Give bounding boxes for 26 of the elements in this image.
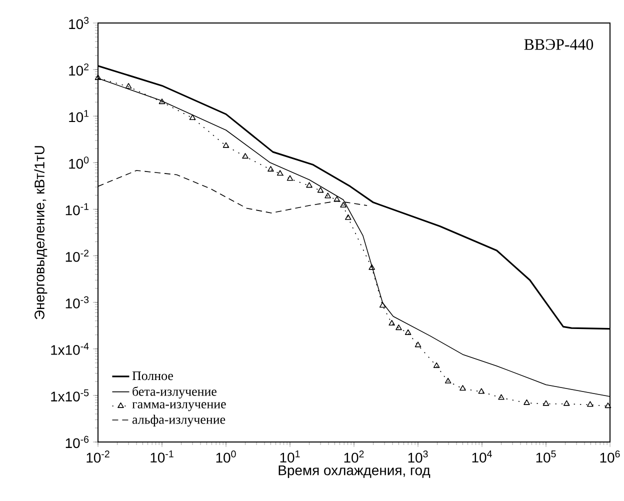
y-tick-label: 10$^{-2}$ xyxy=(66,250,89,262)
legend-label: гамма-излучение xyxy=(132,402,226,412)
y-tick-label: 10$^{-3}$ xyxy=(66,296,89,308)
x-tick-label: 10$^{4}$ xyxy=(472,450,492,463)
x-tick-label: 10$^{-1}$ xyxy=(150,450,174,463)
x-tick-label: 10$^{-2}$ xyxy=(86,450,110,463)
annotation: ВВЭР-440 xyxy=(524,39,594,50)
y-tick-label: 10$^{-1}$ xyxy=(66,203,89,216)
y-tick-label: 1x10$^{-5}$ xyxy=(51,389,89,402)
legend-label: альфа-излучение xyxy=(132,414,226,427)
x-tick-label: 10$^{1}$ xyxy=(280,450,300,463)
x-tick-label: 10$^{0}$ xyxy=(216,450,236,463)
y-tick-label: 1x10$^{-4}$ xyxy=(51,342,89,355)
y-tick-label: 10$^{3}$ xyxy=(69,16,89,30)
y-tick-label: 10$^{0}$ xyxy=(69,156,89,169)
legend-label: бета-излучение xyxy=(132,386,216,399)
y-tick-label: 10$^{-6}$ xyxy=(66,436,89,448)
x-tick-label: 10$^{3}$ xyxy=(408,450,428,463)
legend-label: Полное xyxy=(132,371,173,380)
y-tick-label: 10$^{2}$ xyxy=(69,63,89,76)
x-tick-label: 10$^{2}$ xyxy=(344,450,364,463)
y-tick-label: 10$^{1}$ xyxy=(69,110,89,122)
x-axis-title: Время охлаждения, год xyxy=(278,466,430,478)
x-tick-label: 10$^{6}$ xyxy=(600,450,620,463)
x-tick-label: 10$^{5}$ xyxy=(536,450,556,463)
y-axis-title: Энерговыделение, кВт/1тU xyxy=(34,146,48,320)
